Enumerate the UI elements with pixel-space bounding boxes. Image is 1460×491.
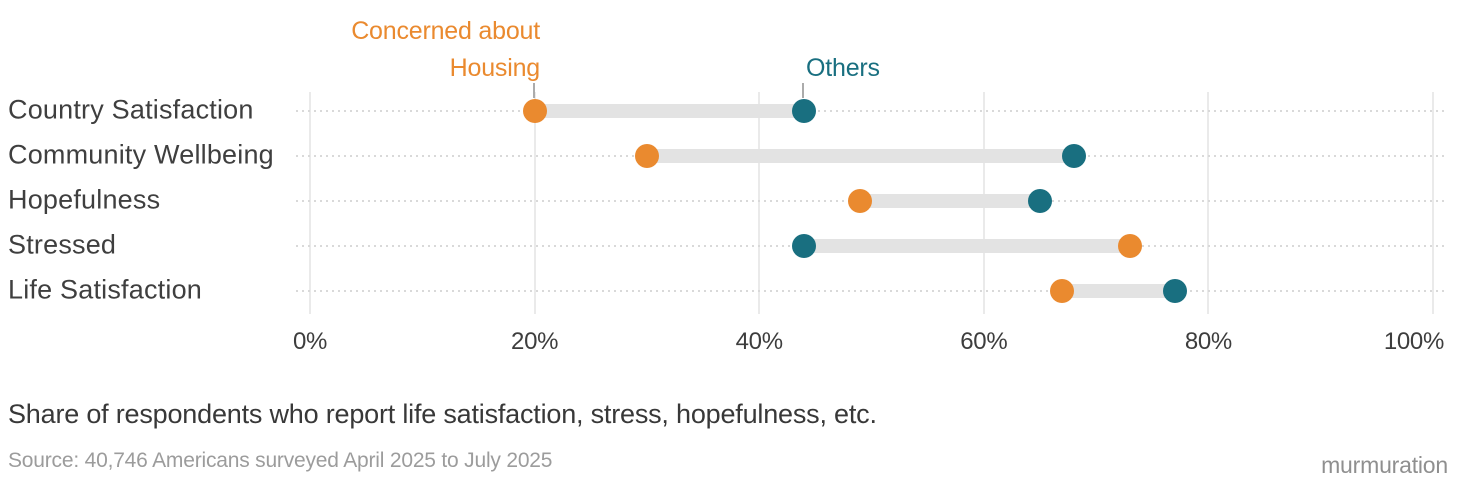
brand-wordmark: murmuration <box>1321 452 1448 478</box>
others-dot <box>792 99 817 123</box>
connector-bar <box>534 104 805 118</box>
gridline-100 <box>1432 92 1434 314</box>
x-tick-label: 20% <box>511 328 559 355</box>
gridline-80 <box>1207 92 1210 314</box>
category-label: Community Wellbeing <box>8 139 274 170</box>
annotation-housing-line2: Housing <box>449 54 541 82</box>
housing-dot <box>1050 279 1075 303</box>
annotation-others-leader-line <box>802 83 804 98</box>
connector-bar <box>1062 284 1175 298</box>
others-dot <box>1162 279 1187 303</box>
housing-dot <box>634 144 659 168</box>
annotation-housing-label: Concerned about Housing <box>351 13 540 87</box>
housing-dot <box>1117 234 1142 258</box>
x-tick-label: 0% <box>292 328 328 355</box>
x-tick-label: 100% <box>1383 328 1444 355</box>
gridline-40 <box>758 92 761 314</box>
annotation-others-line1: Others <box>806 54 880 82</box>
others-dot <box>792 234 817 258</box>
housing-dot <box>848 189 873 213</box>
annotation-housing-line1: Concerned about <box>351 17 540 45</box>
x-tick-label: 80% <box>1184 328 1232 355</box>
category-label: Hopefulness <box>8 184 161 215</box>
annotation-housing-leader-line <box>533 83 535 98</box>
connector-bar <box>804 239 1130 253</box>
connector-bar <box>646 149 1074 163</box>
category-label: Life Satisfaction <box>8 274 203 305</box>
x-tick-label: 60% <box>960 328 1008 355</box>
annotation-others-label: Others <box>806 50 880 87</box>
connector-bar <box>860 194 1040 208</box>
housing-dot <box>522 99 547 123</box>
gridline-0 <box>309 92 311 314</box>
source-note: Source: 40,746 Americans surveyed April … <box>8 449 553 472</box>
x-tick-label: 40% <box>735 328 783 355</box>
row-leader-line <box>296 290 1447 292</box>
others-dot <box>1061 144 1086 168</box>
gridline-20 <box>533 92 536 314</box>
row-leader-line <box>296 110 1447 112</box>
category-label: Stressed <box>8 229 117 260</box>
others-dot <box>1027 189 1052 213</box>
chart-caption: Share of respondents who report life sat… <box>8 399 877 429</box>
category-label: Country Satisfaction <box>8 94 254 125</box>
